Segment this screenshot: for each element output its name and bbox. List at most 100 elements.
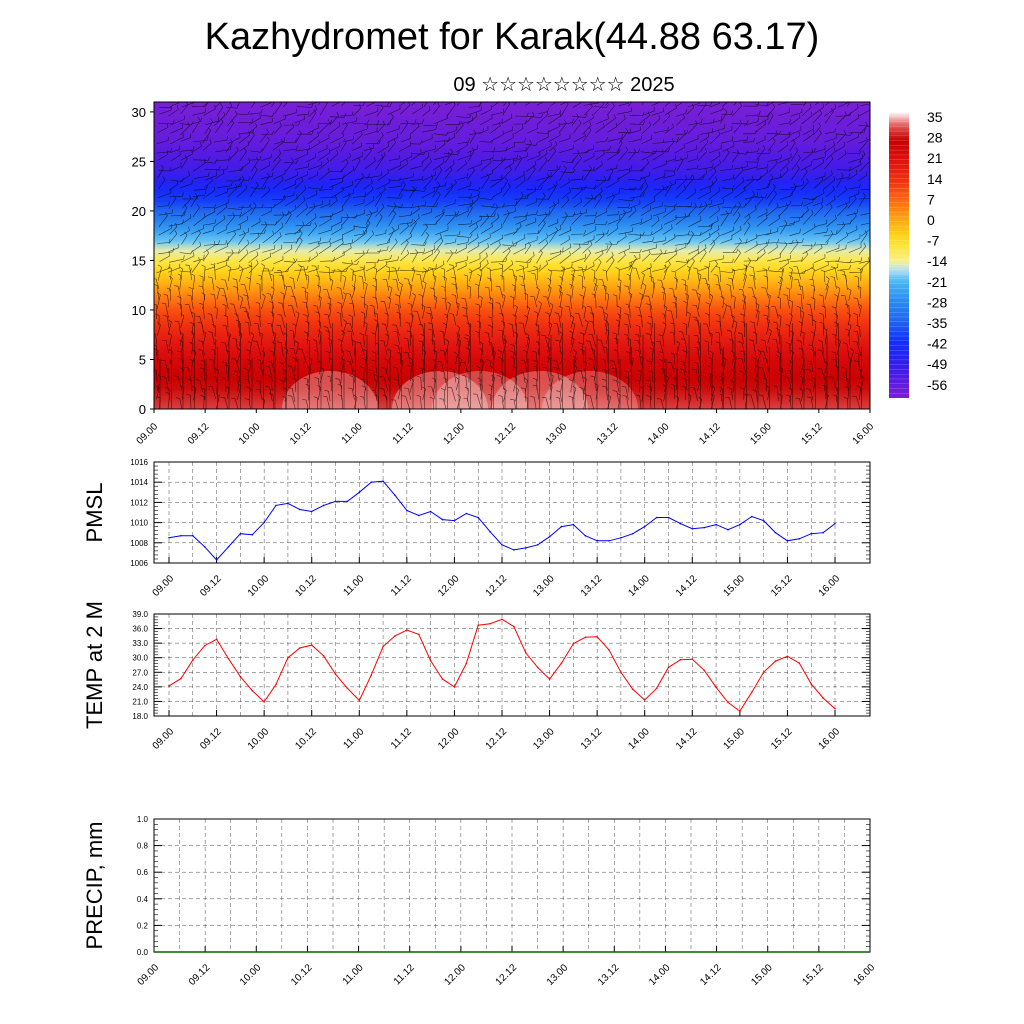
wind-barb <box>731 119 749 125</box>
wind-barb <box>813 129 822 143</box>
wind-barb <box>710 151 721 163</box>
wind-barb <box>210 263 216 280</box>
wind-barb <box>648 370 654 383</box>
wind-barb <box>523 350 528 365</box>
warm-pocket <box>282 371 378 409</box>
wind-barb <box>561 212 568 226</box>
wind-barb <box>547 122 560 133</box>
wind-barb <box>250 332 255 345</box>
x-tick-label: 09.12 <box>186 421 212 447</box>
wind-barb <box>612 379 620 393</box>
wind-barb <box>515 258 532 263</box>
wind-barb <box>510 398 516 409</box>
wind-barb <box>487 277 493 292</box>
wind-barb <box>756 144 766 161</box>
wind-barb <box>432 248 440 262</box>
wind-barb <box>561 266 566 281</box>
wind-barb <box>686 202 697 218</box>
wind-barb <box>642 243 658 252</box>
wind-barb <box>255 389 263 400</box>
wind-barb <box>778 119 791 125</box>
wind-barb <box>284 347 288 363</box>
wind-barb <box>622 395 629 409</box>
wind-barb <box>349 302 355 317</box>
wind-barb <box>400 152 413 163</box>
wind-barb <box>168 349 173 365</box>
data-point <box>192 659 194 661</box>
wind-barb <box>591 293 597 309</box>
wind-barb <box>261 221 278 226</box>
wind-barb <box>287 395 296 409</box>
wind-barb <box>605 328 610 344</box>
wind-barb <box>422 157 432 172</box>
wind-barb <box>756 163 768 170</box>
wind-barb <box>329 122 341 134</box>
wind-barb <box>530 396 537 409</box>
wind-barb <box>373 312 379 328</box>
wind-barb <box>375 102 392 107</box>
wind-barb <box>317 385 322 400</box>
wind-barb <box>187 294 194 310</box>
wind-barb <box>202 226 214 234</box>
wind-barb <box>342 274 347 290</box>
wind-barb <box>449 264 457 280</box>
wind-barb <box>589 312 595 326</box>
wind-barb <box>577 369 584 383</box>
wind-barb <box>237 175 245 188</box>
wind-barb <box>181 213 192 225</box>
wind-barb <box>237 383 242 400</box>
wind-barb <box>204 176 213 188</box>
data-point <box>215 559 218 561</box>
wind-barb <box>606 102 615 116</box>
wind-barb <box>490 203 499 217</box>
wind-barb <box>480 222 493 234</box>
wind-barb <box>434 208 445 218</box>
wind-barb <box>154 344 158 356</box>
wind-barb <box>805 388 814 401</box>
y-tick-label: 0.4 <box>137 895 149 904</box>
wind-barb <box>272 139 283 151</box>
wind-barb <box>800 206 809 218</box>
wind-barb <box>463 337 470 353</box>
wind-barb <box>398 141 412 152</box>
wind-barb <box>156 136 169 144</box>
wind-barb <box>610 360 618 374</box>
x-tick-label: 15.00 <box>722 573 748 599</box>
wind-barb <box>192 136 209 143</box>
wind-barb <box>561 187 571 200</box>
wind-barb <box>303 377 309 390</box>
wind-barb <box>258 274 263 292</box>
wind-barb <box>740 387 745 400</box>
wind-barb <box>745 110 761 117</box>
wind-barb <box>572 154 582 170</box>
wind-barb <box>444 151 460 156</box>
wind-barb <box>421 249 434 262</box>
wind-barb <box>341 225 355 236</box>
wind-barb <box>307 161 322 170</box>
wind-barb <box>421 208 432 216</box>
wind-barb <box>811 297 816 310</box>
wind-barb <box>790 131 801 143</box>
wind-barb <box>446 301 451 318</box>
wind-barb <box>248 259 259 274</box>
wind-barb <box>673 295 678 309</box>
wind-barb <box>766 227 779 236</box>
wind-barb <box>784 376 793 392</box>
wind-barb <box>442 322 447 337</box>
wind-barb <box>715 341 722 355</box>
data-point <box>774 531 777 534</box>
wind-barb <box>248 155 262 161</box>
wind-barb <box>364 120 380 126</box>
wind-barb <box>202 102 210 107</box>
wind-barb <box>508 323 515 337</box>
wind-barb <box>519 322 526 335</box>
x-tick-label: 11.00 <box>341 726 366 751</box>
wind-barb <box>479 347 484 363</box>
wind-barb <box>457 181 472 191</box>
wind-barb <box>335 378 343 390</box>
wind-barb <box>277 314 285 328</box>
wind-barb <box>271 156 281 172</box>
wind-barb <box>267 375 273 391</box>
wind-barb <box>803 102 808 107</box>
wind-barb <box>646 395 652 409</box>
